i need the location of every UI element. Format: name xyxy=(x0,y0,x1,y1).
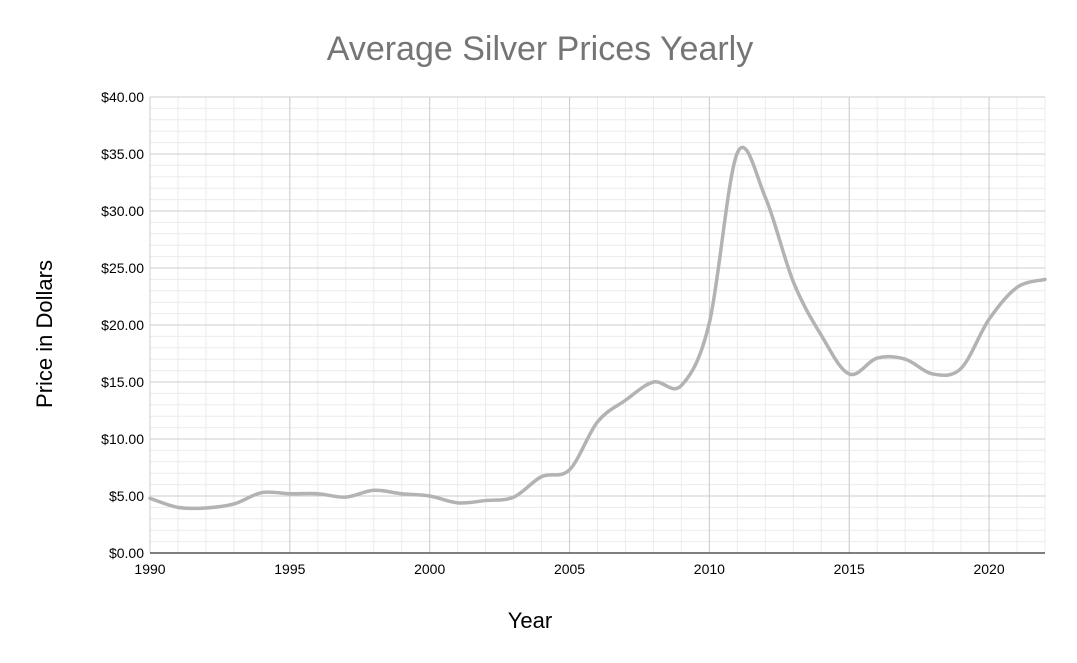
y-tick-label: $10.00 xyxy=(101,431,144,447)
x-tick-label: 2005 xyxy=(554,561,585,577)
x-tick-label: 1995 xyxy=(274,561,305,577)
series-group xyxy=(148,145,1047,511)
x-axis-title: Year xyxy=(508,608,552,633)
x-axis: 1990 1995 2000 2005 2010 2015 2020 xyxy=(134,561,1004,577)
y-tick-label: $0.00 xyxy=(109,545,144,561)
y-tick-label: $20.00 xyxy=(101,317,144,333)
x-tick-label: 2000 xyxy=(414,561,445,577)
x-tick-label: 2015 xyxy=(834,561,865,577)
x-tick-label: 2020 xyxy=(973,561,1004,577)
y-tick-label: $5.00 xyxy=(109,488,144,504)
y-tick-label: $40.00 xyxy=(101,89,144,105)
series-line xyxy=(148,145,1047,511)
grid xyxy=(149,96,1046,554)
x-tick-label: 2010 xyxy=(694,561,725,577)
y-axis: $0.00 $5.00 $10.00 $15.00 $20.00 $25.00 $30.00… xyxy=(101,89,144,561)
y-tick-label: $30.00 xyxy=(101,203,144,219)
y-axis-title: Price in Dollars xyxy=(32,260,57,408)
chart-title: Average Silver Prices Yearly xyxy=(327,30,753,68)
y-tick-label: $25.00 xyxy=(101,260,144,276)
x-tick-label: 1990 xyxy=(134,561,165,577)
y-tick-label: $35.00 xyxy=(101,146,144,162)
y-tick-label: $15.00 xyxy=(101,374,144,390)
